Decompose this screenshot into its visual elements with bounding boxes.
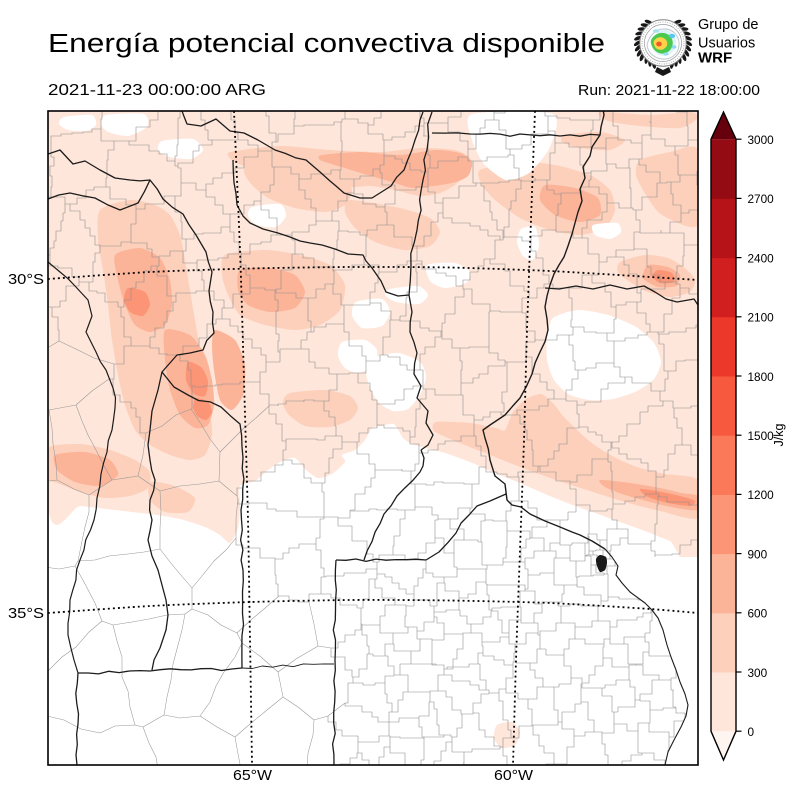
svg-text:2021-11-23 00:00:00 ARG: 2021-11-23 00:00:00 ARG bbox=[48, 82, 266, 99]
svg-text:Usuarios: Usuarios bbox=[698, 36, 755, 52]
svg-text:35°S: 35°S bbox=[8, 605, 44, 622]
svg-text:1200: 1200 bbox=[748, 488, 775, 502]
svg-text:2100: 2100 bbox=[748, 311, 775, 325]
svg-text:Energía potencial convectiva d: Energía potencial convectiva disponible bbox=[48, 30, 605, 58]
svg-text:WRF: WRF bbox=[698, 50, 732, 67]
svg-text:2700: 2700 bbox=[748, 192, 775, 206]
svg-text:60°W: 60°W bbox=[494, 767, 534, 784]
svg-text:0: 0 bbox=[748, 725, 755, 739]
svg-text:600: 600 bbox=[748, 607, 768, 621]
svg-text:300: 300 bbox=[748, 666, 768, 680]
svg-text:2400: 2400 bbox=[748, 251, 775, 265]
svg-text:J/kg: J/kg bbox=[772, 423, 786, 446]
svg-text:Run: 2021-11-22 18:00:00: Run: 2021-11-22 18:00:00 bbox=[578, 83, 760, 99]
svg-text:30°S: 30°S bbox=[8, 271, 44, 288]
svg-text:1500: 1500 bbox=[748, 429, 775, 443]
svg-text:Grupo de: Grupo de bbox=[698, 17, 758, 33]
svg-text:65°W: 65°W bbox=[233, 767, 273, 784]
svg-text:900: 900 bbox=[748, 547, 768, 561]
svg-text:3000: 3000 bbox=[748, 133, 775, 147]
svg-text:1800: 1800 bbox=[748, 370, 775, 384]
